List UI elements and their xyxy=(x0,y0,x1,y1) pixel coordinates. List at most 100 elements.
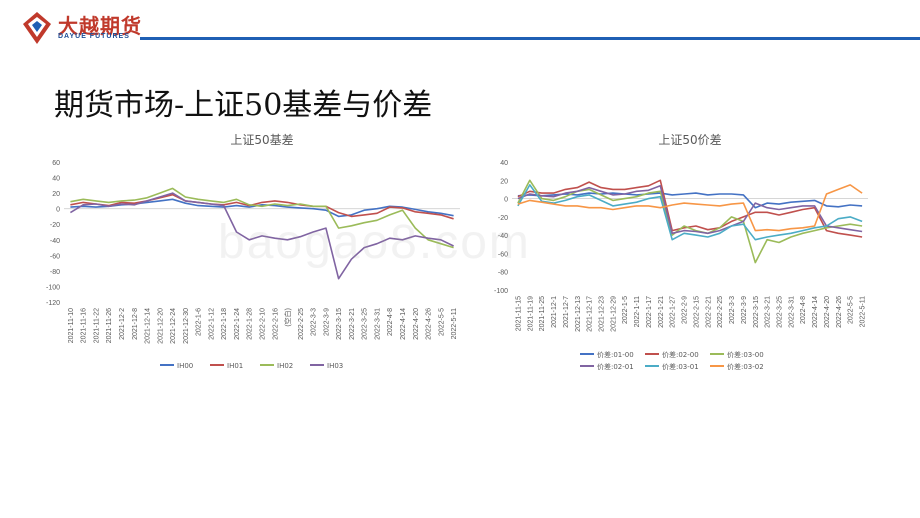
series-line xyxy=(70,193,454,220)
x-tick-label: 2021-11-25 xyxy=(539,296,546,331)
slide-header: 大越期货 DAYUE FUTURES xyxy=(0,0,920,50)
x-tick-label: 2022-3-3 xyxy=(729,296,736,324)
series-line xyxy=(517,184,863,235)
x-tick-label: 2022-1-6 xyxy=(196,308,203,336)
series-line xyxy=(517,184,863,232)
y-tick-label: 60 xyxy=(52,160,60,167)
x-tick-label: 2022-1-12 xyxy=(208,308,215,340)
x-tick-label: 2022-4-8 xyxy=(387,308,394,336)
legend-label: 价差:03-00 xyxy=(727,350,764,359)
x-tick-label: 2022-2-21 xyxy=(705,296,712,328)
x-tick-label: 2021-11-19 xyxy=(527,296,534,331)
x-tick-label: 2021-12-17 xyxy=(587,296,594,332)
x-tick-label: 2022-3-31 xyxy=(788,296,795,328)
x-tick-label: 2021-11-15 xyxy=(515,296,522,331)
x-tick-label: 2021-12-29 xyxy=(610,296,617,332)
legend-label: 价差:03-02 xyxy=(727,362,764,371)
logo-icon xyxy=(23,12,51,44)
legend-label: IH00 xyxy=(177,362,193,370)
x-tick-label: 2021-12-20 xyxy=(157,308,164,344)
x-tick-label: 2022-4-26 xyxy=(836,296,843,328)
slide-title: 期货市场-上证50基差与价差 xyxy=(54,88,433,123)
y-tick-label: 0 xyxy=(56,207,60,214)
chart-title: 上证50基差 xyxy=(230,133,293,147)
chart-title: 上证50价差 xyxy=(658,133,721,147)
x-tick-label: 2022-3-3 xyxy=(311,308,318,336)
series-line xyxy=(69,192,454,280)
x-tick-label: 2022-3-31 xyxy=(374,308,381,340)
x-tick-label: 2022-4-26 xyxy=(426,308,433,340)
x-tick-label: 2022-3-9 xyxy=(323,308,330,336)
x-tick-label: 2022-1-24 xyxy=(234,308,241,340)
y-tick-label: -40 xyxy=(498,233,508,240)
x-tick-label: 2022-3-21 xyxy=(349,308,356,340)
x-tick-label: 2021-12-23 xyxy=(599,296,606,332)
y-tick-label: -100 xyxy=(46,284,60,291)
x-tick-label: 2021-12-1 xyxy=(551,296,558,328)
y-tick-label: 20 xyxy=(52,191,60,198)
y-tick-label: 20 xyxy=(500,178,508,185)
x-tick-label: 2021-12-13 xyxy=(575,296,582,332)
x-tick-label: 2022-3-9 xyxy=(741,296,748,324)
x-tick-label: 2022-4-8 xyxy=(800,296,807,324)
x-tick-label: 2022-2-15 xyxy=(693,296,700,328)
legend-label: 价差:02-01 xyxy=(597,362,634,371)
logo-text: 大越期货 xyxy=(58,14,142,38)
x-tick-label: 2022-2-25 xyxy=(298,308,305,340)
x-tick-label: 2021-11-16 xyxy=(81,308,88,343)
x-tick-label: 2022-4-20 xyxy=(413,308,420,340)
y-tick-label: -60 xyxy=(498,251,508,258)
x-tick-label: 2022-1-17 xyxy=(646,296,653,328)
x-tick-label: 2022-1-18 xyxy=(221,308,228,340)
series-line xyxy=(517,192,863,209)
x-tick-label: 2022-4-14 xyxy=(400,308,407,340)
y-tick-label: -100 xyxy=(494,288,508,295)
legend-label: 价差:03-01 xyxy=(662,362,699,371)
spread-chart: 上证50价差 40 20 0 -20 -40 -60 -80 -100 2021-11-15 202… xyxy=(494,133,868,371)
x-tick-label: 2021-12-2 xyxy=(119,308,126,340)
x-tick-label: 2022-5-5 xyxy=(848,296,855,324)
x-tick-label: 2021-12-8 xyxy=(132,308,139,340)
legend-label: IH02 xyxy=(277,362,293,370)
x-tick-label: 2021-11-22 xyxy=(93,308,100,343)
x-tick-label: 2022-1-11 xyxy=(634,296,641,328)
x-tick-label: 2022-1-28 xyxy=(247,308,254,340)
series-line xyxy=(517,179,863,238)
logo-subtext: DAYUE FUTURES xyxy=(58,33,130,40)
legend-label: IH01 xyxy=(227,362,243,370)
x-tick-label: 2022-2-25 xyxy=(717,296,724,328)
y-tick-label: -80 xyxy=(50,269,60,276)
series-line xyxy=(517,184,863,241)
x-tick-label: 2022-2-10 xyxy=(260,308,267,340)
x-tick-label: 2021-12-14 xyxy=(145,308,152,344)
x-tick-label: (空白) xyxy=(283,308,292,327)
y-tick-label: -20 xyxy=(498,215,508,222)
y-tick-label: -20 xyxy=(50,222,60,229)
y-tick-label: 0 xyxy=(504,197,508,204)
x-tick-label: 2022-5-5 xyxy=(438,308,445,336)
x-tick-label: 2022-3-15 xyxy=(753,296,760,328)
y-tick-label: -80 xyxy=(498,270,508,277)
x-tick-label: 2022-4-14 xyxy=(812,296,819,328)
series-line xyxy=(70,187,454,249)
y-tick-label: -40 xyxy=(50,238,60,245)
x-tick-label: 2022-1-5 xyxy=(622,296,629,324)
y-tick-label: -120 xyxy=(46,300,60,307)
x-tick-label: 2021-12-30 xyxy=(183,308,190,344)
x-tick-label: 2022-4-20 xyxy=(824,296,831,328)
y-tick-label: -60 xyxy=(50,253,60,260)
x-tick-label: 2021-11-10 xyxy=(68,308,75,343)
x-tick-label: 2022-5-11 xyxy=(860,296,867,328)
x-tick-label: 2022-2-16 xyxy=(272,308,279,340)
header-divider xyxy=(140,37,920,40)
legend-label: 价差:01-00 xyxy=(597,350,634,359)
x-tick-label: 2021-11-26 xyxy=(106,308,113,343)
x-tick-label: 2022-3-15 xyxy=(336,308,343,340)
x-tick-label: 2022-1-27 xyxy=(670,296,677,328)
x-tick-label: 2022-3-25 xyxy=(362,308,369,340)
y-tick-label: 40 xyxy=(52,176,60,183)
x-tick-label: 2022-3-21 xyxy=(765,296,772,328)
legend-label: IH03 xyxy=(327,362,343,370)
x-tick-label: 2022-2-9 xyxy=(682,296,689,324)
x-tick-label: 2022-3-25 xyxy=(777,296,784,328)
